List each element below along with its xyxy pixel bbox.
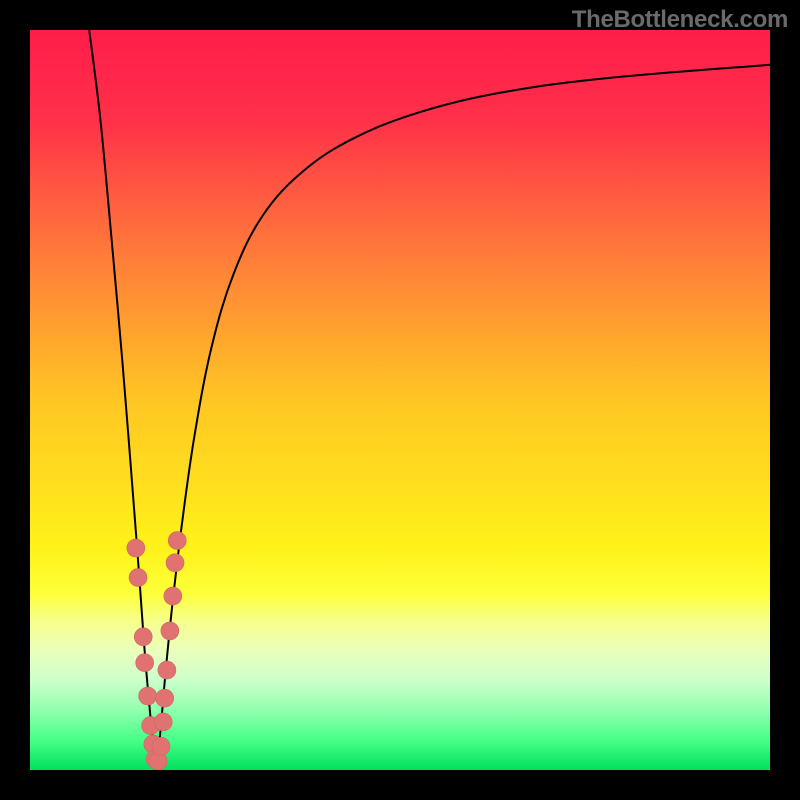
marker-point	[154, 713, 172, 731]
marker-point	[134, 628, 152, 646]
marker-point	[166, 554, 184, 572]
watermark-text: TheBottleneck.com	[572, 6, 788, 34]
bottleneck-chart: TheBottleneck.com	[0, 0, 800, 800]
marker-point	[127, 539, 145, 557]
marker-point	[164, 587, 182, 605]
marker-point	[161, 622, 179, 640]
chart-svg	[0, 0, 800, 800]
marker-point	[168, 532, 186, 550]
marker-point	[139, 687, 157, 705]
marker-point	[158, 661, 176, 679]
marker-point	[136, 654, 154, 672]
marker-point	[129, 569, 147, 587]
marker-point	[156, 689, 174, 707]
marker-point	[152, 737, 170, 755]
